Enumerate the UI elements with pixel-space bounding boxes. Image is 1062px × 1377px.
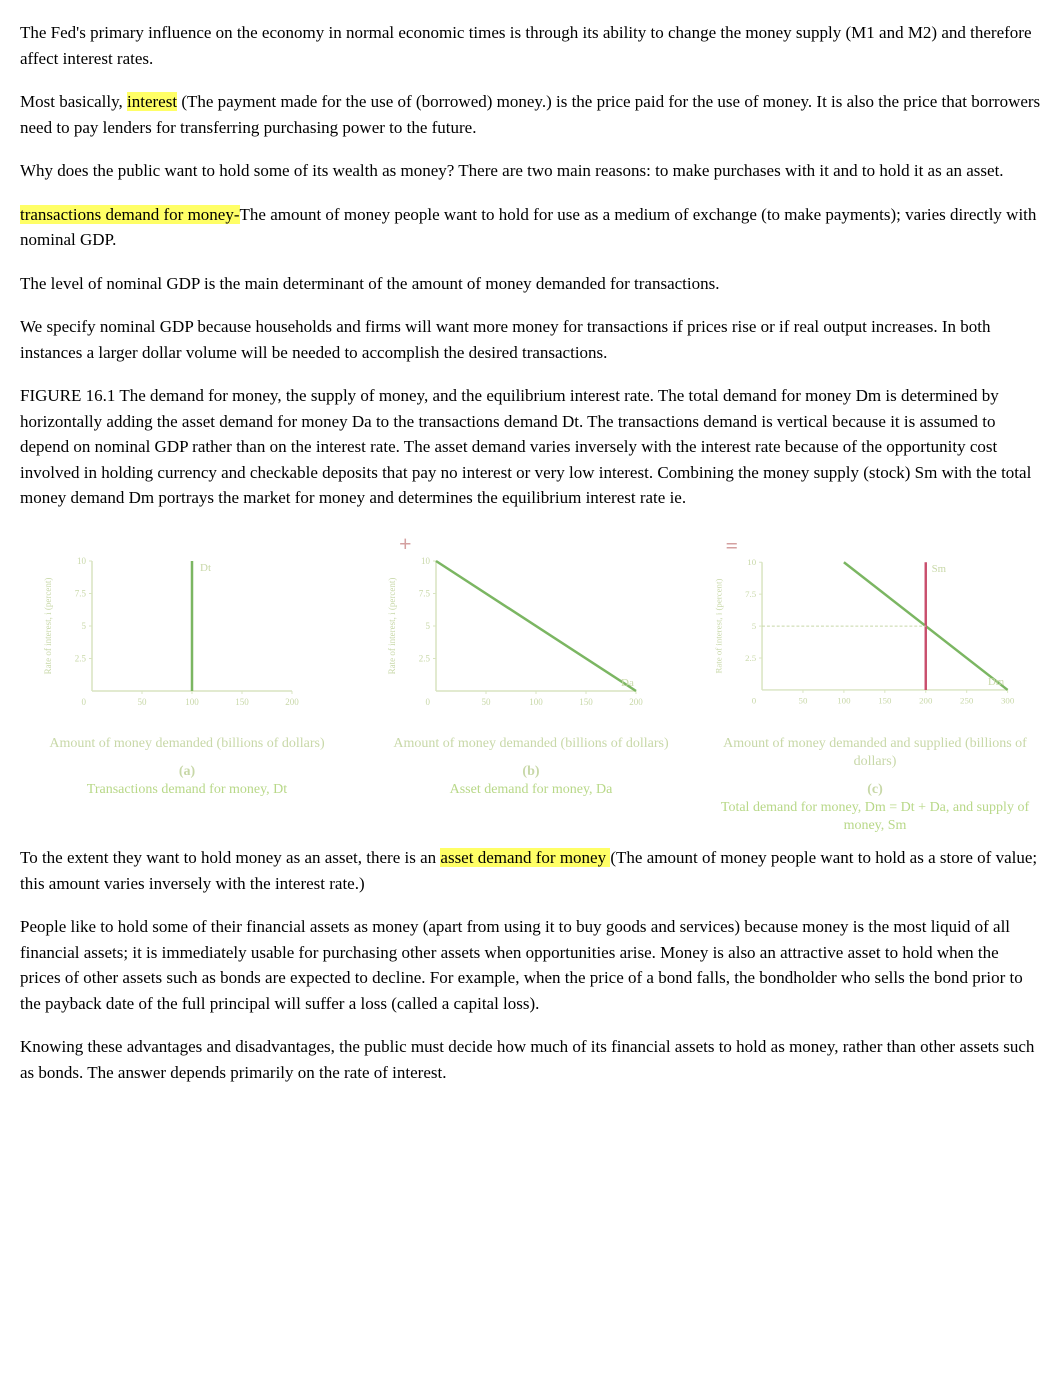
svg-text:Rate of interest, i (percent): Rate of interest, i (percent) [43,577,53,674]
paragraph-8: To the extent they want to hold money as… [20,845,1042,896]
svg-text:7.5: 7.5 [745,589,757,599]
paragraph-6: We specify nominal GDP because household… [20,314,1042,365]
paragraph-9: People like to hold some of their financ… [20,914,1042,1016]
svg-text:2.5: 2.5 [419,653,431,663]
svg-text:50: 50 [482,697,492,707]
svg-text:300: 300 [1001,695,1015,705]
chart-a-caption: Amount of money demanded (billions of do… [49,735,324,800]
paragraph-4: transactions demand for money-The amount… [20,202,1042,253]
chart-c-title: Total demand for money, Dm = Dt + Da, an… [708,799,1042,835]
chart-b-caption: Amount of money demanded (billions of do… [393,735,668,800]
svg-text:Dt: Dt [200,562,211,574]
svg-text:2.5: 2.5 [75,653,87,663]
paragraph-7-figure-caption: FIGURE 16.1 The demand for money, the su… [20,383,1042,511]
svg-text:Da: Da [621,677,634,689]
highlight-transactions-demand: transactions demand for money- [20,205,240,224]
svg-text:10: 10 [77,556,87,566]
svg-text:2.5: 2.5 [745,652,757,662]
chart-c-letter: (c) [708,781,1042,799]
chart-c-svg: 2.5 5 7.5 10 50 100 150 200 250 300 0 Rate of inter… [708,531,1042,731]
svg-text:150: 150 [878,695,892,705]
svg-text:50: 50 [138,697,148,707]
svg-text:200: 200 [919,695,933,705]
svg-text:5: 5 [82,621,87,631]
chart-a-svg: 2.5 5 7.5 10 50 100 150 200 0 Rate of interest, i… [20,531,354,731]
text-pre: Most basically, [20,92,127,111]
svg-text:0: 0 [426,697,431,707]
svg-text:100: 100 [529,697,543,707]
highlight-asset-demand: asset demand for money [440,848,610,867]
svg-text:7.5: 7.5 [75,588,87,598]
chart-c-xlabel: Amount of money demanded and supplied (b… [708,735,1042,771]
svg-text:5: 5 [426,621,431,631]
svg-text:Dm: Dm [988,676,1005,688]
svg-text:Rate of interest, i (percent): Rate of interest, i (percent) [714,578,724,673]
chart-c-block: 2.5 5 7.5 10 50 100 150 200 250 300 0 Rate of inter… [708,531,1042,836]
svg-text:0: 0 [752,695,757,705]
svg-text:150: 150 [235,697,249,707]
chart-a-title: Transactions demand for money, Dt [49,781,324,799]
svg-text:5: 5 [752,621,757,631]
svg-text:Rate of interest, i (percent): Rate of interest, i (percent) [387,577,397,674]
paragraph-5: The level of nominal GDP is the main det… [20,271,1042,297]
chart-b-block: 2.5 5 7.5 10 50 100 150 200 0 Rate of interest, i… [364,531,698,836]
text-pre: To the extent they want to hold money as… [20,848,440,867]
paragraph-1: The Fed's primary influence on the econo… [20,20,1042,71]
chart-a-block: 2.5 5 7.5 10 50 100 150 200 0 Rate of interest, i… [20,531,354,836]
svg-text:100: 100 [837,695,851,705]
chart-b-svg: 2.5 5 7.5 10 50 100 150 200 0 Rate of interest, i… [364,531,698,731]
svg-text:50: 50 [799,695,808,705]
paragraph-2: Most basically, interest (The payment ma… [20,89,1042,140]
chart-b-xlabel: Amount of money demanded (billions of do… [393,735,668,753]
svg-text:250: 250 [960,695,974,705]
svg-text:150: 150 [579,697,593,707]
svg-text:100: 100 [185,697,199,707]
svg-text:10: 10 [421,556,431,566]
chart-a-letter: (a) [49,763,324,781]
svg-text:=: = [726,533,738,557]
highlight-interest: interest [127,92,177,111]
svg-text:0: 0 [82,697,87,707]
chart-c-caption: Amount of money demanded and supplied (b… [708,735,1042,836]
chart-a-xlabel: Amount of money demanded (billions of do… [49,735,324,753]
paragraph-3: Why does the public want to hold some of… [20,158,1042,184]
svg-text:+: + [399,531,412,556]
svg-text:Sm: Sm [932,563,947,575]
chart-b-title: Asset demand for money, Da [393,781,668,799]
svg-text:200: 200 [285,697,299,707]
svg-text:7.5: 7.5 [419,588,431,598]
svg-text:200: 200 [629,697,643,707]
svg-text:10: 10 [747,557,756,567]
chart-b-letter: (b) [393,763,668,781]
figure-16-1: 2.557.510501001502000Rate of interest, i… [20,531,1042,836]
paragraph-10: Knowing these advantages and disadvantag… [20,1034,1042,1085]
